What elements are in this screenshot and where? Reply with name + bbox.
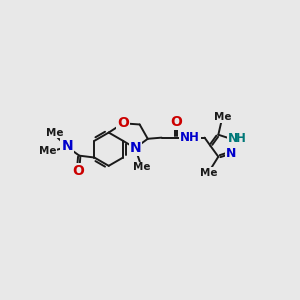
Text: Me: Me [133,162,151,172]
Text: NH: NH [180,131,200,144]
Text: N: N [130,141,141,155]
Text: Me: Me [214,112,231,122]
Text: N: N [226,147,236,160]
Text: Me: Me [46,128,64,138]
Text: Me: Me [200,168,218,178]
Text: O: O [117,116,129,130]
Text: O: O [72,164,84,178]
Text: H: H [236,132,246,145]
Text: Me: Me [39,146,57,156]
Text: O: O [170,115,182,129]
Text: N: N [228,132,238,146]
Text: N: N [61,139,73,153]
